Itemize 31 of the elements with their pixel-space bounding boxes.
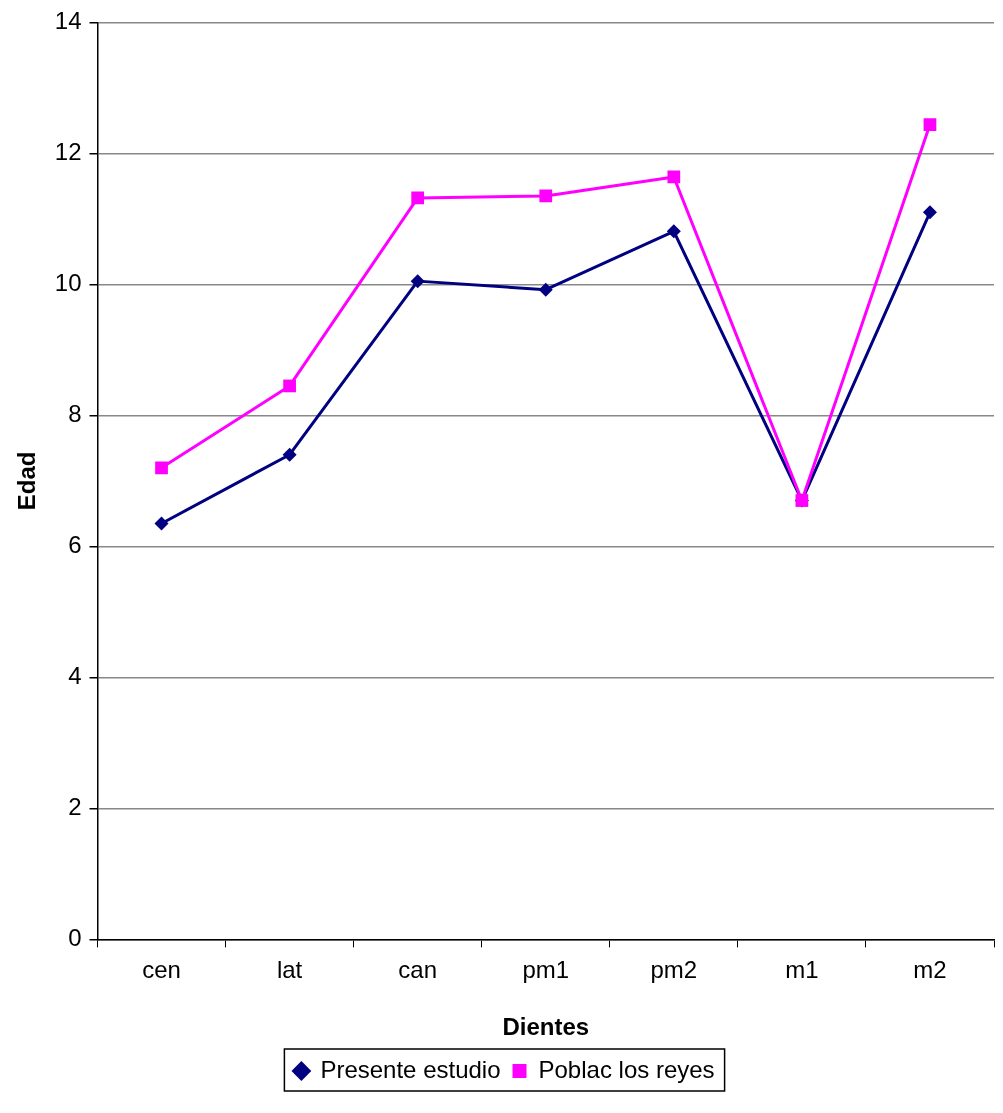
- y-tick-label: 12: [54, 138, 82, 166]
- y-tick-label: 2: [68, 793, 82, 821]
- point: [666, 224, 681, 239]
- y-tick-label: 8: [68, 400, 82, 428]
- point: [922, 205, 937, 220]
- point: [667, 170, 681, 184]
- x-tick-label: m2: [913, 956, 947, 984]
- y-tick-label: 0: [68, 924, 82, 952]
- y-tick-label: 4: [68, 662, 82, 690]
- x-axis-title: Dientes: [502, 1013, 590, 1041]
- x-tick-label: can: [398, 956, 438, 984]
- y-tick-label: 10: [54, 269, 82, 297]
- point: [411, 191, 425, 205]
- x-tick-label: pm1: [522, 956, 570, 984]
- point: [538, 282, 553, 297]
- x-tick-label: cen: [142, 956, 181, 984]
- point: [282, 447, 297, 462]
- point: [154, 516, 169, 531]
- point: [283, 379, 296, 393]
- y-tick-label: 6: [68, 531, 82, 559]
- x-tick-label: lat: [276, 956, 303, 984]
- point: [155, 461, 168, 475]
- y-axis-title: Edad: [13, 451, 41, 511]
- legend-label: Presente estudio: [320, 1055, 501, 1083]
- legend-label: Poblac los reyes: [538, 1055, 715, 1083]
- point: [923, 118, 937, 131]
- x-tick-label: pm2: [650, 956, 698, 984]
- point: [410, 274, 425, 289]
- point: [539, 189, 553, 203]
- y-tick-label: 14: [54, 7, 82, 35]
- x-tick-label: m1: [785, 956, 819, 984]
